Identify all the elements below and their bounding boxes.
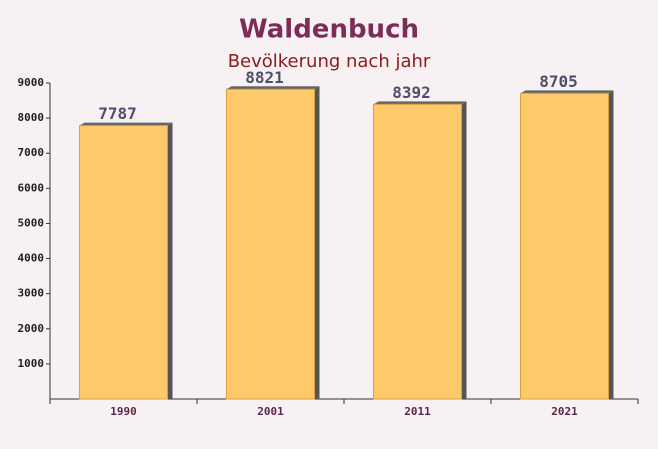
- x-tick-label: 2001: [257, 405, 284, 418]
- x-tick-label: 2011: [404, 405, 431, 418]
- value-label: 8392: [392, 83, 431, 102]
- bar: [373, 103, 462, 400]
- bar-shadow: [314, 86, 320, 400]
- value-label: 8821: [245, 68, 284, 87]
- y-tick-label: 5000: [18, 216, 45, 229]
- y-tick-label: 7000: [18, 146, 45, 159]
- x-tick-label: 2021: [551, 405, 578, 418]
- x-tick-label: 1990: [110, 405, 137, 418]
- value-label: 8705: [539, 72, 578, 91]
- value-label: 7787: [98, 104, 137, 123]
- bar-shadow-top: [226, 86, 320, 90]
- y-tick-label: 4000: [18, 252, 45, 265]
- bar-shadow-top: [79, 122, 173, 126]
- y-tick-label: 1000: [18, 357, 45, 370]
- chart-subtitle: Bevölkerung nach jahr: [228, 51, 431, 72]
- y-tick-label: 9000: [18, 76, 45, 89]
- bar-shadow-top: [520, 90, 614, 94]
- bar: [226, 88, 315, 400]
- bar-shadow: [608, 90, 614, 399]
- y-tick-label: 8000: [18, 111, 45, 124]
- bar: [79, 125, 168, 400]
- y-tick-label: 2000: [18, 322, 45, 335]
- bar-shadow: [167, 122, 173, 399]
- bar: [520, 92, 609, 400]
- bar-shadow-top: [373, 101, 467, 105]
- bar-shadow: [461, 101, 467, 399]
- y-tick-label: 3000: [18, 287, 45, 300]
- chart-title: Waldenbuch: [239, 15, 419, 45]
- y-tick-label: 6000: [18, 181, 45, 194]
